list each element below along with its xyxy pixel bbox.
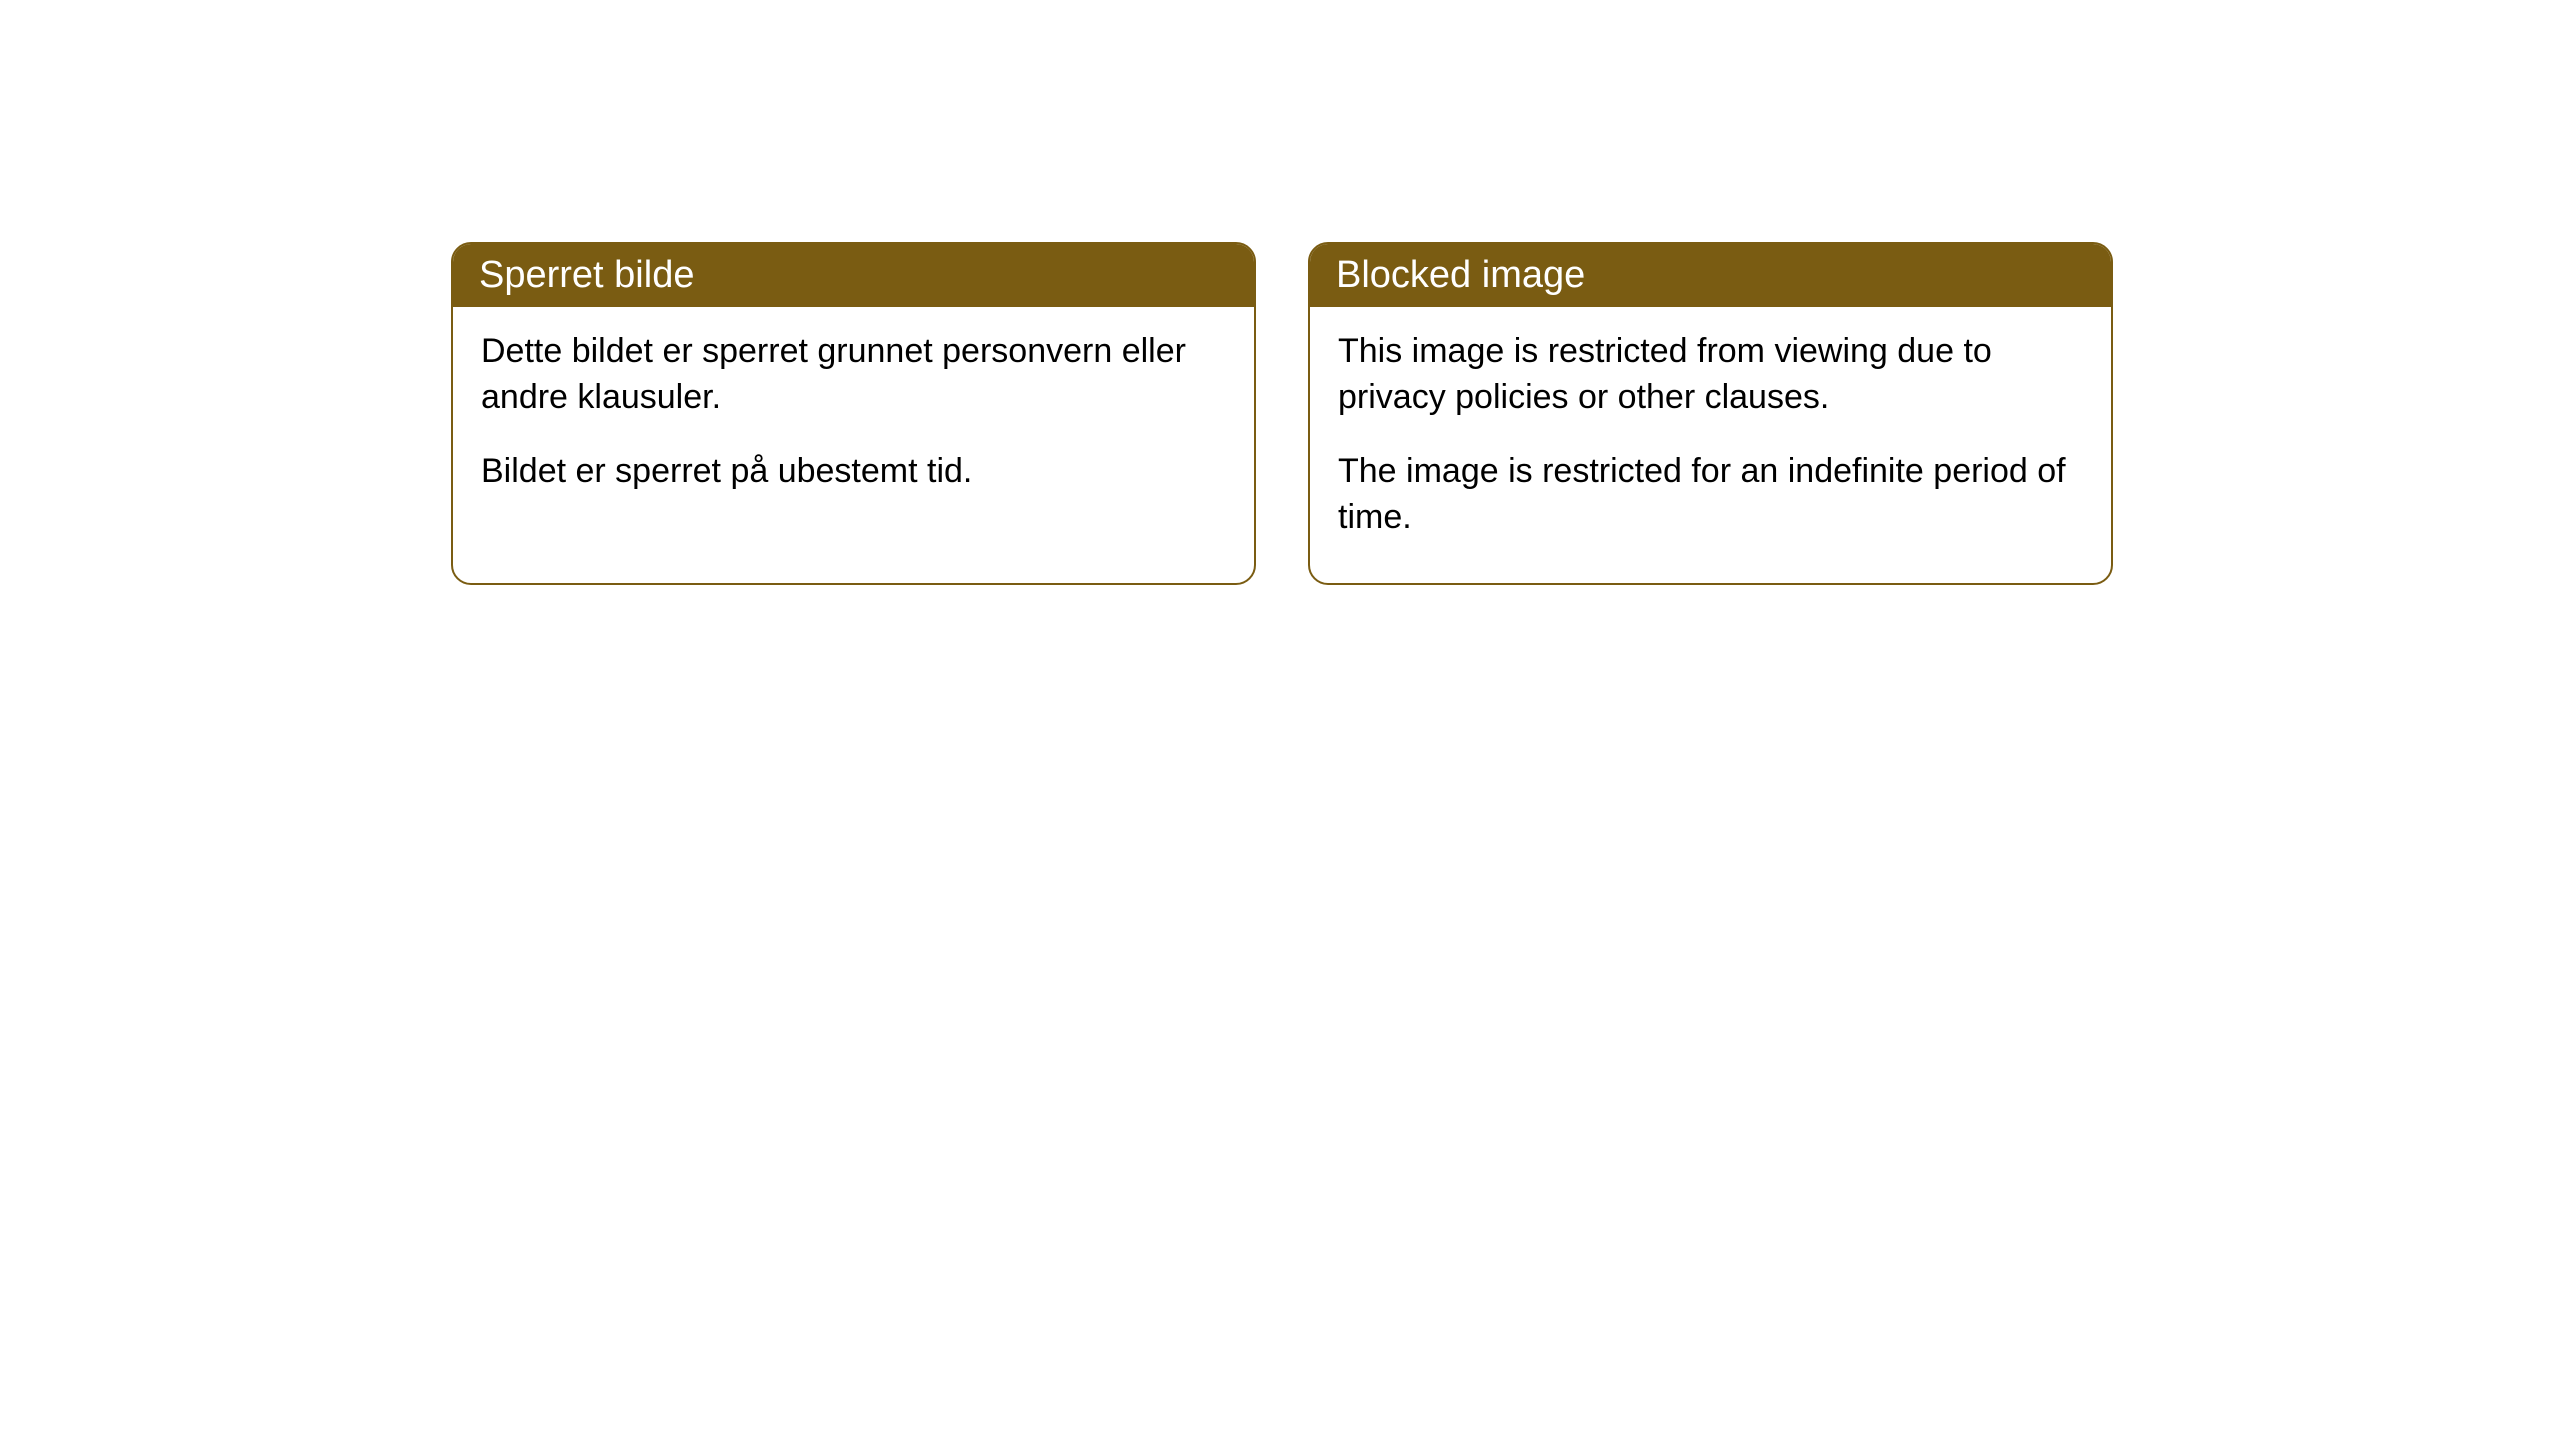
card-english: Blocked image This image is restricted f… — [1308, 242, 2113, 585]
card-header: Sperret bilde — [453, 244, 1254, 307]
card-body: This image is restricted from viewing du… — [1310, 307, 2111, 583]
card-paragraph: Bildet er sperret på ubestemt tid. — [481, 449, 1226, 495]
cards-container: Sperret bilde Dette bildet er sperret gr… — [0, 0, 2560, 585]
card-title: Sperret bilde — [479, 254, 694, 296]
card-paragraph: This image is restricted from viewing du… — [1338, 329, 2083, 421]
card-title: Blocked image — [1336, 254, 1585, 296]
card-norwegian: Sperret bilde Dette bildet er sperret gr… — [451, 242, 1256, 585]
card-paragraph: Dette bildet er sperret grunnet personve… — [481, 329, 1226, 421]
card-header: Blocked image — [1310, 244, 2111, 307]
card-body: Dette bildet er sperret grunnet personve… — [453, 307, 1254, 537]
card-paragraph: The image is restricted for an indefinit… — [1338, 449, 2083, 541]
